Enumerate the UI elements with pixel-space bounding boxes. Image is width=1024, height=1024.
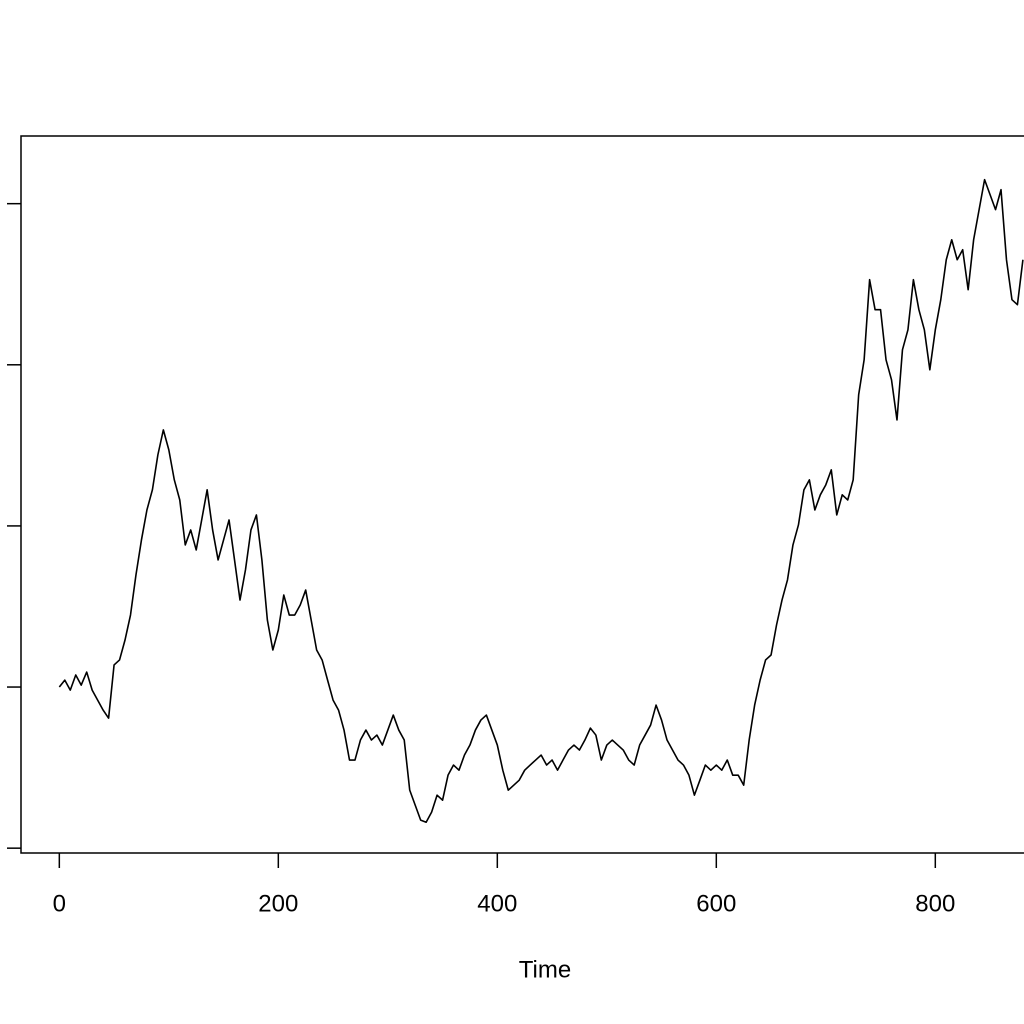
x-tick-label: 800 [915,890,955,917]
data-line [58,178,1024,824]
x-tick-label: 0 [53,890,66,917]
x-tick-label: 400 [477,890,517,917]
x-tick-label: 600 [696,890,736,917]
plot-frame [20,135,1024,854]
x-axis-label: Time [519,956,571,983]
x-tick-label: 200 [258,890,298,917]
